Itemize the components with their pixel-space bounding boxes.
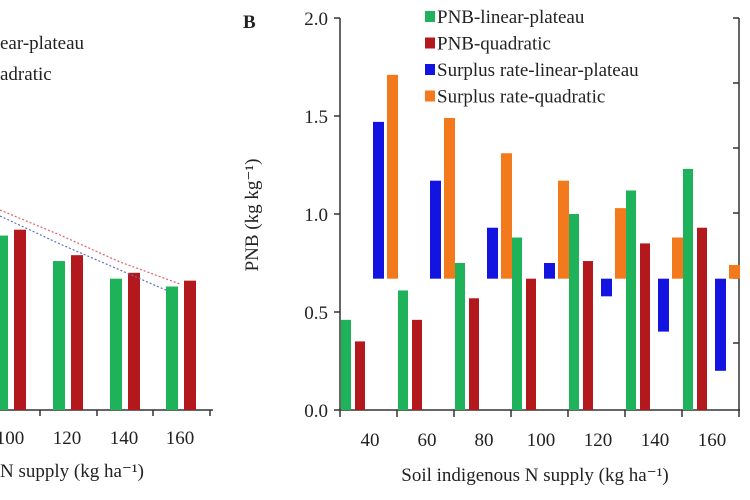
panel-a-x-axis-title: N supply (kg ha⁻¹) [0, 461, 144, 482]
panel-b-x-tick-label: 80 [475, 430, 494, 451]
panel-b-bar-surplus-rate-quadratic-160 [729, 264, 740, 279]
panel-b-bar-surplus-rate-linear-plateau-160 [715, 278, 726, 371]
panel-b-bar-pnb-quadratic-120 [583, 261, 593, 410]
panel-b-bar-pnb-quadratic-160 [697, 227, 707, 410]
panel-a-legend-fragment-1: ear-plateau [0, 33, 84, 54]
legend-label: Surplus rate-quadratic [437, 87, 605, 108]
panel-b-bar-surplus-rate-quadratic-140 [672, 237, 683, 279]
legend-swatch [425, 37, 435, 49]
panel-a-bar-quadratic-120 [71, 255, 83, 410]
panel-b-bar-pnb-quadratic-100 [526, 278, 536, 410]
panel-a-bar-linear-plateau-140 [110, 278, 122, 410]
panel-a-x-tick-label: 140 [110, 428, 139, 449]
panel-b-bar-pnb-quadratic-140 [640, 243, 650, 410]
panel-b-bar-surplus-rate-linear-plateau-140 [658, 278, 669, 332]
panel-b-y-tick-label: 2.0 [304, 9, 328, 30]
panel-b-x-tick-label: 60 [418, 430, 437, 451]
panel-a-trend-line-quadratic [0, 209, 181, 285]
panel-b-bar-pnb-quadratic-80 [469, 298, 479, 410]
panel-b-bar-pnb-quadratic-40 [355, 341, 365, 410]
panel-a-bar-linear-plateau-120 [53, 261, 65, 410]
panel-b-bar-pnb-linear-plateau-60 [398, 290, 408, 410]
legend-label: PNB-quadratic [437, 34, 551, 55]
legend-label: PNB-linear-plateau [437, 7, 585, 28]
panel-b-x-tick-label: 120 [584, 430, 613, 451]
panel-b-y-tick-label: 0.5 [304, 303, 328, 324]
panel-b-bar-surplus-rate-linear-plateau-40 [373, 121, 384, 279]
panel-b-bar-surplus-rate-quadratic-120 [615, 208, 626, 279]
panel-b-x-axis-title: Soil indigenous N supply (kg ha⁻¹) [401, 465, 668, 486]
panel-b-y-tick-label: 1.0 [304, 205, 328, 226]
panel-a-bar-quadratic-100 [14, 229, 26, 410]
panel-b-bar-surplus-rate-quadratic-60 [444, 117, 455, 279]
panel-b-x-tick-label: 160 [698, 430, 727, 451]
panel-b-bar-surplus-rate-linear-plateau-100 [544, 263, 555, 279]
panel-a: 100 120 140 160 ear-plateau adratic N suppl… [0, 33, 213, 482]
panel-a-bar-quadratic-160 [184, 280, 196, 410]
panel-b-bar-surplus-rate-quadratic-80 [501, 153, 512, 279]
panel-b-legend: PNB-linear-plateau PNB-quadratic Surplus r… [425, 7, 639, 108]
panel-b-y-tick-label: 0.0 [304, 401, 328, 422]
panel-b-bar-surplus-rate-linear-plateau-120 [601, 278, 612, 297]
legend-label: Surplus rate-linear-plateau [437, 60, 639, 81]
panel-a-bar-linear-plateau-100 [0, 235, 8, 410]
panel-b-y-tick-label: 1.5 [304, 107, 328, 128]
panel-b-bar-surplus-rate-quadratic-40 [387, 74, 398, 279]
panel-a-bar-linear-plateau-160 [166, 286, 178, 410]
panel-b-bar-pnb-linear-plateau-160 [683, 168, 693, 410]
panel-a-legend-fragment-2: adratic [0, 64, 52, 85]
panel-b-bar-surplus-rate-linear-plateau-80 [487, 227, 498, 279]
panel-b-bar-pnb-linear-plateau-80 [455, 263, 465, 410]
panel-a-x-tick-label: 120 [53, 428, 82, 449]
panel-b-bar-surplus-rate-quadratic-100 [558, 180, 569, 279]
legend-swatch [425, 64, 435, 75]
panel-b-bar-pnb-linear-plateau-100 [512, 237, 522, 410]
panel-b: B 0.0 0.5 1.0 1.5 2.0 40 60 80 100 120 140 160 PNB … [242, 7, 740, 486]
panel-a-bar-quadratic-140 [128, 272, 140, 410]
panel-b-bar-pnb-linear-plateau-40 [341, 319, 351, 410]
panel-b-label: B [243, 12, 256, 33]
legend-swatch [425, 90, 435, 102]
panel-b-bar-surplus-rate-linear-plateau-60 [430, 180, 441, 279]
panel-b-bar-pnb-linear-plateau-140 [626, 190, 636, 410]
panel-a-x-tick-label: 160 [166, 428, 195, 449]
panel-b-bar-pnb-quadratic-60 [412, 319, 422, 410]
legend-swatch [425, 11, 435, 22]
panel-a-x-tick-label: 100 [0, 428, 24, 449]
panel-b-bar-pnb-linear-plateau-120 [569, 214, 579, 410]
panel-b-x-tick-label: 40 [361, 430, 380, 451]
panel-b-y-axis-title: PNB (kg kg⁻¹) [242, 159, 263, 272]
panel-b-x-tick-label: 100 [527, 430, 556, 451]
panel-b-x-tick-label: 140 [641, 430, 670, 451]
panel-a-trend-line-linear-plateau [0, 215, 169, 292]
